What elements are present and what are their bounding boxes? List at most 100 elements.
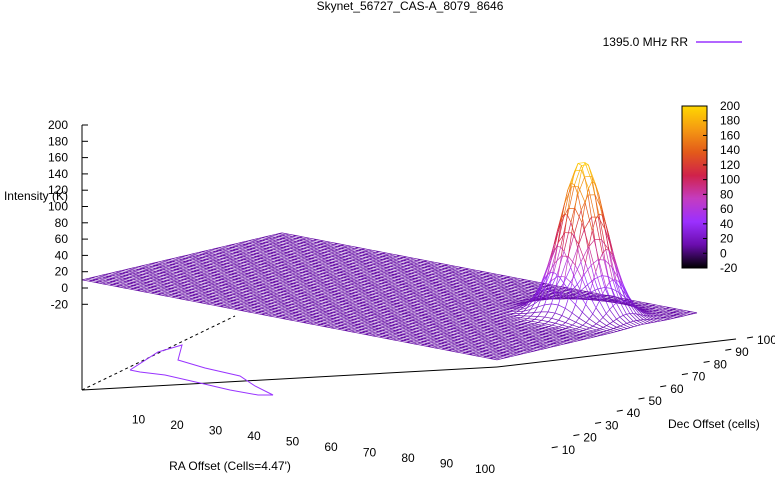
mesh-column (476, 300, 677, 357)
colorbar-tick-label: 40 (720, 217, 734, 231)
mesh-column (490, 311, 691, 359)
mesh-row (145, 264, 561, 346)
mesh-row (278, 233, 694, 314)
colorbar-tick-label: 100 (720, 173, 740, 187)
mesh-column (164, 248, 366, 297)
legend-label: 1395.0 MHz RR (603, 35, 689, 49)
colorbar-tick-label: 60 (720, 202, 734, 216)
mesh-row (168, 259, 584, 340)
z-tick-label: 160 (48, 151, 68, 165)
mesh-column (199, 255, 400, 303)
mesh-column (496, 312, 698, 361)
chart-title: Skynet_56727_CAS-A_8079_8646 (317, 0, 504, 13)
mesh-row (85, 278, 501, 360)
y-tick-label: 40 (627, 406, 641, 420)
y-tick-label: 90 (735, 345, 749, 359)
mesh-column (171, 249, 372, 298)
x-tick-label: 90 (440, 457, 454, 471)
y-tick (725, 348, 732, 351)
y-tick-label: 50 (649, 394, 663, 408)
mesh-column (400, 288, 601, 342)
mesh-row (101, 274, 518, 356)
mesh-column (372, 288, 573, 337)
mesh-column (234, 261, 435, 310)
mesh-row (188, 254, 604, 336)
mesh-column (303, 275, 504, 323)
floor-back-edge (81, 315, 236, 391)
mesh-column (185, 252, 386, 301)
mesh-column (393, 292, 594, 341)
mesh-row (81, 279, 498, 361)
mesh-column (123, 240, 324, 289)
mesh-row (271, 234, 688, 316)
z-tick-label: 20 (55, 265, 69, 279)
y-tick-label: 80 (714, 357, 728, 371)
mesh-column (448, 181, 649, 351)
mesh-column (282, 271, 483, 319)
mesh-row (185, 255, 601, 336)
colorbar-tick-label: 20 (720, 232, 734, 246)
mesh-row (158, 261, 574, 343)
colorbar-tick-label: 200 (720, 99, 740, 113)
mesh-row (225, 162, 641, 326)
colorbar-tick-label: 180 (720, 114, 740, 128)
mesh-row (118, 270, 534, 352)
mesh-row (198, 252, 614, 333)
mesh-column (178, 251, 379, 299)
y-tick (681, 373, 688, 376)
z-tick-label: 60 (55, 232, 69, 246)
mesh-column (109, 237, 310, 286)
y-tick-label: 60 (670, 382, 684, 396)
mesh-row (105, 274, 521, 355)
mesh-row (128, 268, 544, 350)
mesh-row (115, 271, 531, 353)
mesh-column (441, 162, 642, 350)
mesh-column (337, 281, 538, 330)
x-tick-label: 50 (286, 435, 300, 449)
z-tick-label: 200 (48, 118, 68, 132)
x-axis-line (81, 366, 498, 391)
y-tick (660, 385, 667, 388)
mesh-column (130, 241, 331, 290)
mesh-column (137, 243, 338, 291)
mesh-row (241, 239, 658, 323)
mesh-row (111, 272, 528, 354)
mesh-row (108, 273, 524, 354)
y-tick (573, 434, 580, 437)
y-tick-label: 10 (562, 443, 576, 457)
mesh-row (131, 267, 548, 349)
mesh-row (181, 256, 598, 337)
mesh-column (247, 264, 449, 313)
z-tick-label: 120 (48, 183, 68, 197)
x-tick-label: 10 (132, 413, 146, 427)
mesh-column (358, 285, 559, 334)
mesh-column (275, 269, 476, 318)
x-tick-label: 20 (170, 418, 184, 432)
mesh-column (102, 236, 303, 285)
mesh-row (141, 265, 558, 347)
mesh-column (317, 277, 518, 326)
y-tick (746, 336, 754, 339)
mesh-row (178, 256, 594, 338)
x-tick-label: 30 (209, 424, 223, 438)
x-tick-label: 80 (401, 451, 415, 465)
mesh-row (171, 258, 588, 340)
mesh-column (310, 276, 511, 325)
mesh-row (215, 208, 631, 328)
mesh-row (95, 276, 511, 358)
mesh-row (91, 277, 508, 358)
x-tick-label: 60 (324, 440, 338, 454)
floor-contour (129, 344, 274, 396)
mesh-row (98, 275, 514, 357)
mesh-column (427, 182, 628, 347)
z-tick-label: 140 (48, 167, 68, 181)
mesh-column (289, 272, 490, 321)
z-tick-label: 180 (48, 134, 68, 148)
mesh-column (483, 309, 684, 358)
y-tick-label: 20 (583, 431, 597, 445)
mesh-column (151, 245, 352, 294)
y-tick (551, 446, 558, 449)
